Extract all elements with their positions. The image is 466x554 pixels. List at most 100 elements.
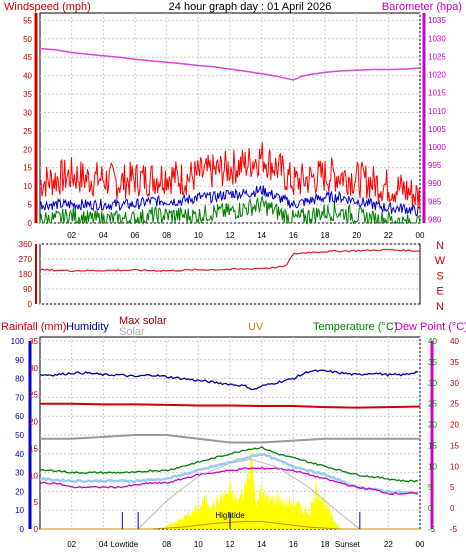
humidity-tick-10: 10 — [15, 506, 24, 515]
dir-tick-90: 90 — [23, 285, 32, 294]
climate-x-tick-04: 04 — [99, 540, 108, 549]
rain-tick-20: 20 — [29, 418, 38, 427]
series-solar — [40, 434, 420, 444]
wind-x-tick-18: 18 — [321, 231, 330, 240]
dir-tick-180: 180 — [19, 270, 33, 279]
wind-x-tick-22: 22 — [384, 231, 393, 240]
low-tide-label: Lowtide — [111, 540, 139, 549]
baro-tick-1015: 1015 — [428, 89, 446, 98]
climate-x-tick-16: 16 — [289, 540, 298, 549]
wind-x-tick-16: 16 — [289, 231, 298, 240]
wind-left-tick-10: 10 — [23, 182, 32, 191]
wind-series-barometer-hpa — [39, 47, 421, 81]
humidity-tick-20: 20 — [15, 487, 24, 496]
baro-tick-1035: 1035 — [428, 16, 446, 25]
temp-tick-25: 25 — [428, 400, 437, 409]
chart-title: 24 hour graph day : 01 April 2026 — [169, 1, 332, 13]
climate-x-tick-00: 00 — [416, 540, 425, 549]
wind-x-tick-06: 06 — [131, 231, 140, 240]
wind-series-average — [39, 185, 421, 217]
baro-tick-1000: 1000 — [428, 143, 446, 152]
temp-tick-35: 35 — [428, 358, 437, 367]
climate-x-tick-labels: 02 04 08 10 12 14 16 18 22 00 — [67, 540, 425, 549]
dewpoint-tick-40: 40 — [450, 337, 459, 346]
humidity-tick-70: 70 — [15, 393, 24, 402]
compass-e-3: E — [436, 286, 443, 298]
baro-tick-1010: 1010 — [428, 107, 446, 116]
temp-tick-0: 0 — [428, 504, 433, 513]
sunset-label: Sunset — [335, 540, 361, 549]
wind-x-tick-08: 08 — [162, 231, 171, 240]
rain-tick-35: 35 — [29, 337, 38, 346]
wind-series-low — [39, 196, 421, 225]
wind-left-tick-35: 35 — [23, 90, 32, 99]
dewpoint-tick-15: 15 — [450, 441, 459, 450]
compass-w-1: W — [435, 255, 446, 267]
temp-tick-5: 5 — [428, 483, 433, 492]
rainfall-legend: Rainfall (mm) — [1, 321, 66, 333]
humidity-tick-80: 80 — [15, 375, 24, 384]
humidity-tick-40: 40 — [15, 450, 24, 459]
baro-tick-1025: 1025 — [428, 52, 446, 61]
series-temperature-c — [39, 446, 419, 483]
dewpoint-tick-30: 30 — [450, 379, 459, 388]
temp-tick-40: 40 — [428, 337, 437, 346]
wind-x-tick-20: 20 — [352, 231, 361, 240]
climate-x-tick-14: 14 — [257, 540, 266, 549]
wind-left-tick-30: 30 — [23, 108, 32, 117]
baro-tick-990: 990 — [428, 179, 442, 188]
humidity-legend: Humidity — [66, 321, 109, 333]
wind-x-tick-02: 02 — [67, 231, 76, 240]
temp-tick-10: 10 — [428, 462, 437, 471]
climate-series — [39, 369, 421, 530]
rain-tick-10: 10 — [29, 471, 38, 480]
dewpoint-tick-5: 5 — [450, 483, 455, 492]
direction-grid — [40, 243, 420, 305]
wind-left-tick-25: 25 — [23, 127, 32, 136]
baro-tick-980: 980 — [428, 215, 442, 224]
barometer-axis-title: Barometer (hpa) — [382, 1, 462, 13]
wind-series — [39, 47, 421, 225]
dir-series-wind-direction — [39, 248, 421, 272]
wind-x-tick-04: 04 — [99, 231, 108, 240]
series-humidity — [39, 369, 419, 391]
uv-legend: UV — [248, 321, 264, 333]
baro-tick-1020: 1020 — [428, 71, 446, 80]
dewpoint-tick-25: 25 — [450, 400, 459, 409]
climate-x-tick-10: 10 — [194, 540, 203, 549]
baro-tick-995: 995 — [428, 161, 442, 170]
baro-tick-985: 985 — [428, 197, 442, 206]
climate-x-tick-08: 08 — [162, 540, 171, 549]
humidity-tick-0: 0 — [20, 525, 25, 534]
climate-x-tick-12: 12 — [226, 540, 235, 549]
humidity-tick-50: 50 — [15, 431, 24, 440]
rain-tick-25: 25 — [29, 391, 38, 400]
wind-grid — [40, 13, 421, 224]
wind-left-tick-50: 50 — [23, 35, 32, 44]
series-uv — [40, 521, 420, 530]
rain-tick-5: 5 — [34, 498, 39, 507]
humidity-tick-100: 100 — [11, 337, 25, 346]
wind-x-tick-labels: 02 04 06 08 10 12 14 16 18 20 22 00 — [67, 231, 425, 240]
baro-tick-1005: 1005 — [428, 125, 446, 134]
humidity-tick-90: 90 — [15, 356, 24, 365]
temp-tick-20: 20 — [428, 421, 437, 430]
solar-legend: Solar — [119, 326, 145, 338]
compass-n-4: N — [436, 301, 444, 313]
dewpoint-tick--5: -5 — [450, 525, 458, 534]
wind-left-tick-labels: 0 5 10 15 20 25 30 35 40 45 50 55 — [23, 13, 38, 228]
climate-x-tick-22: 22 — [384, 540, 393, 549]
compass-n-0: N — [436, 240, 444, 252]
temp-tick-15: 15 — [428, 441, 437, 450]
humidity-tick-30: 30 — [15, 469, 24, 478]
dewpoint-tick-10: 10 — [450, 462, 459, 471]
wind-x-tick-14: 14 — [257, 231, 266, 240]
series-solar-radiation — [166, 446, 341, 529]
dew-point-legend: Dew Point (°C) — [395, 321, 466, 333]
solar-fills — [166, 446, 341, 529]
climate-x-tick-02: 02 — [67, 540, 76, 549]
